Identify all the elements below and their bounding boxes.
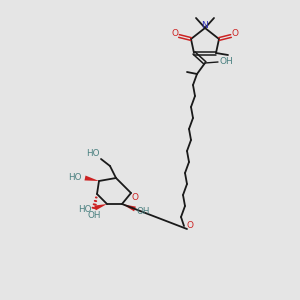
Text: O: O: [131, 193, 139, 202]
Text: HO: HO: [68, 172, 82, 182]
Text: HO: HO: [86, 149, 100, 158]
Text: O: O: [172, 29, 178, 38]
Text: O: O: [232, 29, 238, 38]
Polygon shape: [122, 204, 136, 211]
Text: OH: OH: [136, 206, 150, 215]
Text: O: O: [187, 221, 194, 230]
Text: OH: OH: [87, 211, 101, 220]
Polygon shape: [85, 176, 99, 181]
Text: HO: HO: [78, 205, 92, 214]
Polygon shape: [94, 204, 107, 210]
Text: OH: OH: [219, 58, 233, 67]
Text: N: N: [202, 20, 208, 29]
